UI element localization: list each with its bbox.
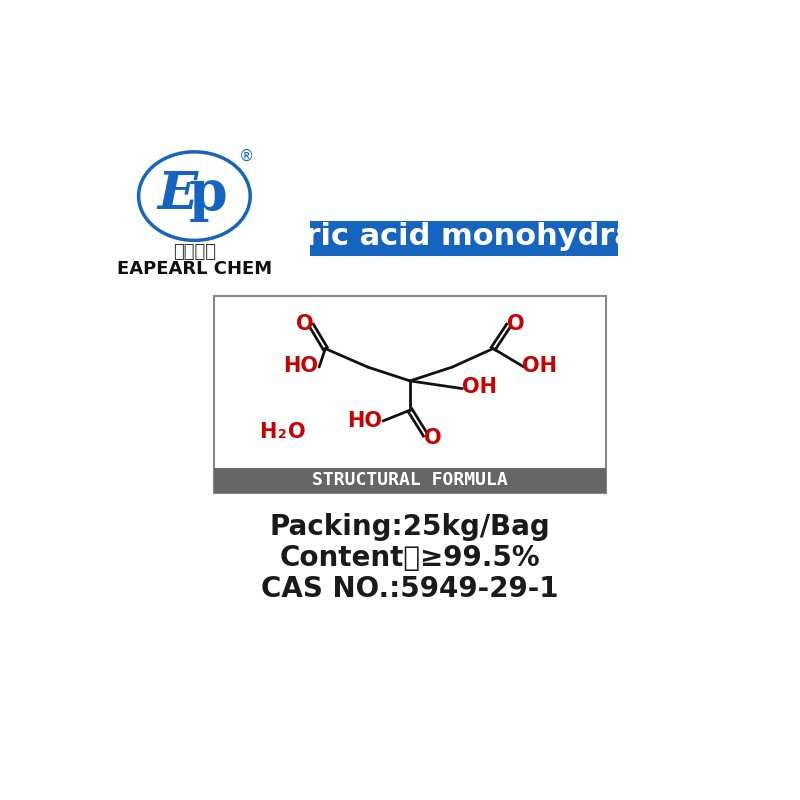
FancyBboxPatch shape: [214, 296, 606, 493]
FancyBboxPatch shape: [310, 221, 618, 256]
Text: O: O: [424, 428, 442, 448]
Text: OH: OH: [522, 355, 557, 375]
Text: STRUCTURAL FORMULA: STRUCTURAL FORMULA: [312, 471, 508, 490]
Text: 易普化工: 易普化工: [173, 242, 216, 261]
Text: OH: OH: [462, 377, 497, 397]
Text: E: E: [158, 169, 198, 220]
Text: H: H: [259, 422, 277, 442]
Text: ®: ®: [239, 149, 254, 163]
FancyBboxPatch shape: [214, 468, 606, 493]
Text: HO: HO: [347, 411, 382, 431]
Text: HO: HO: [283, 355, 318, 375]
Text: Packing:25kg/Bag: Packing:25kg/Bag: [270, 514, 550, 541]
Text: EAPEARL CHEM: EAPEARL CHEM: [117, 260, 272, 278]
Text: O: O: [287, 422, 305, 442]
Text: Content：≥99.5%: Content：≥99.5%: [280, 544, 540, 572]
Text: O: O: [506, 314, 524, 334]
Text: p: p: [189, 167, 228, 222]
Text: 2: 2: [278, 428, 287, 442]
Text: Citric acid monohydrate: Citric acid monohydrate: [258, 222, 670, 251]
Text: CAS NO.:5949-29-1: CAS NO.:5949-29-1: [262, 574, 558, 603]
Text: O: O: [296, 314, 314, 334]
